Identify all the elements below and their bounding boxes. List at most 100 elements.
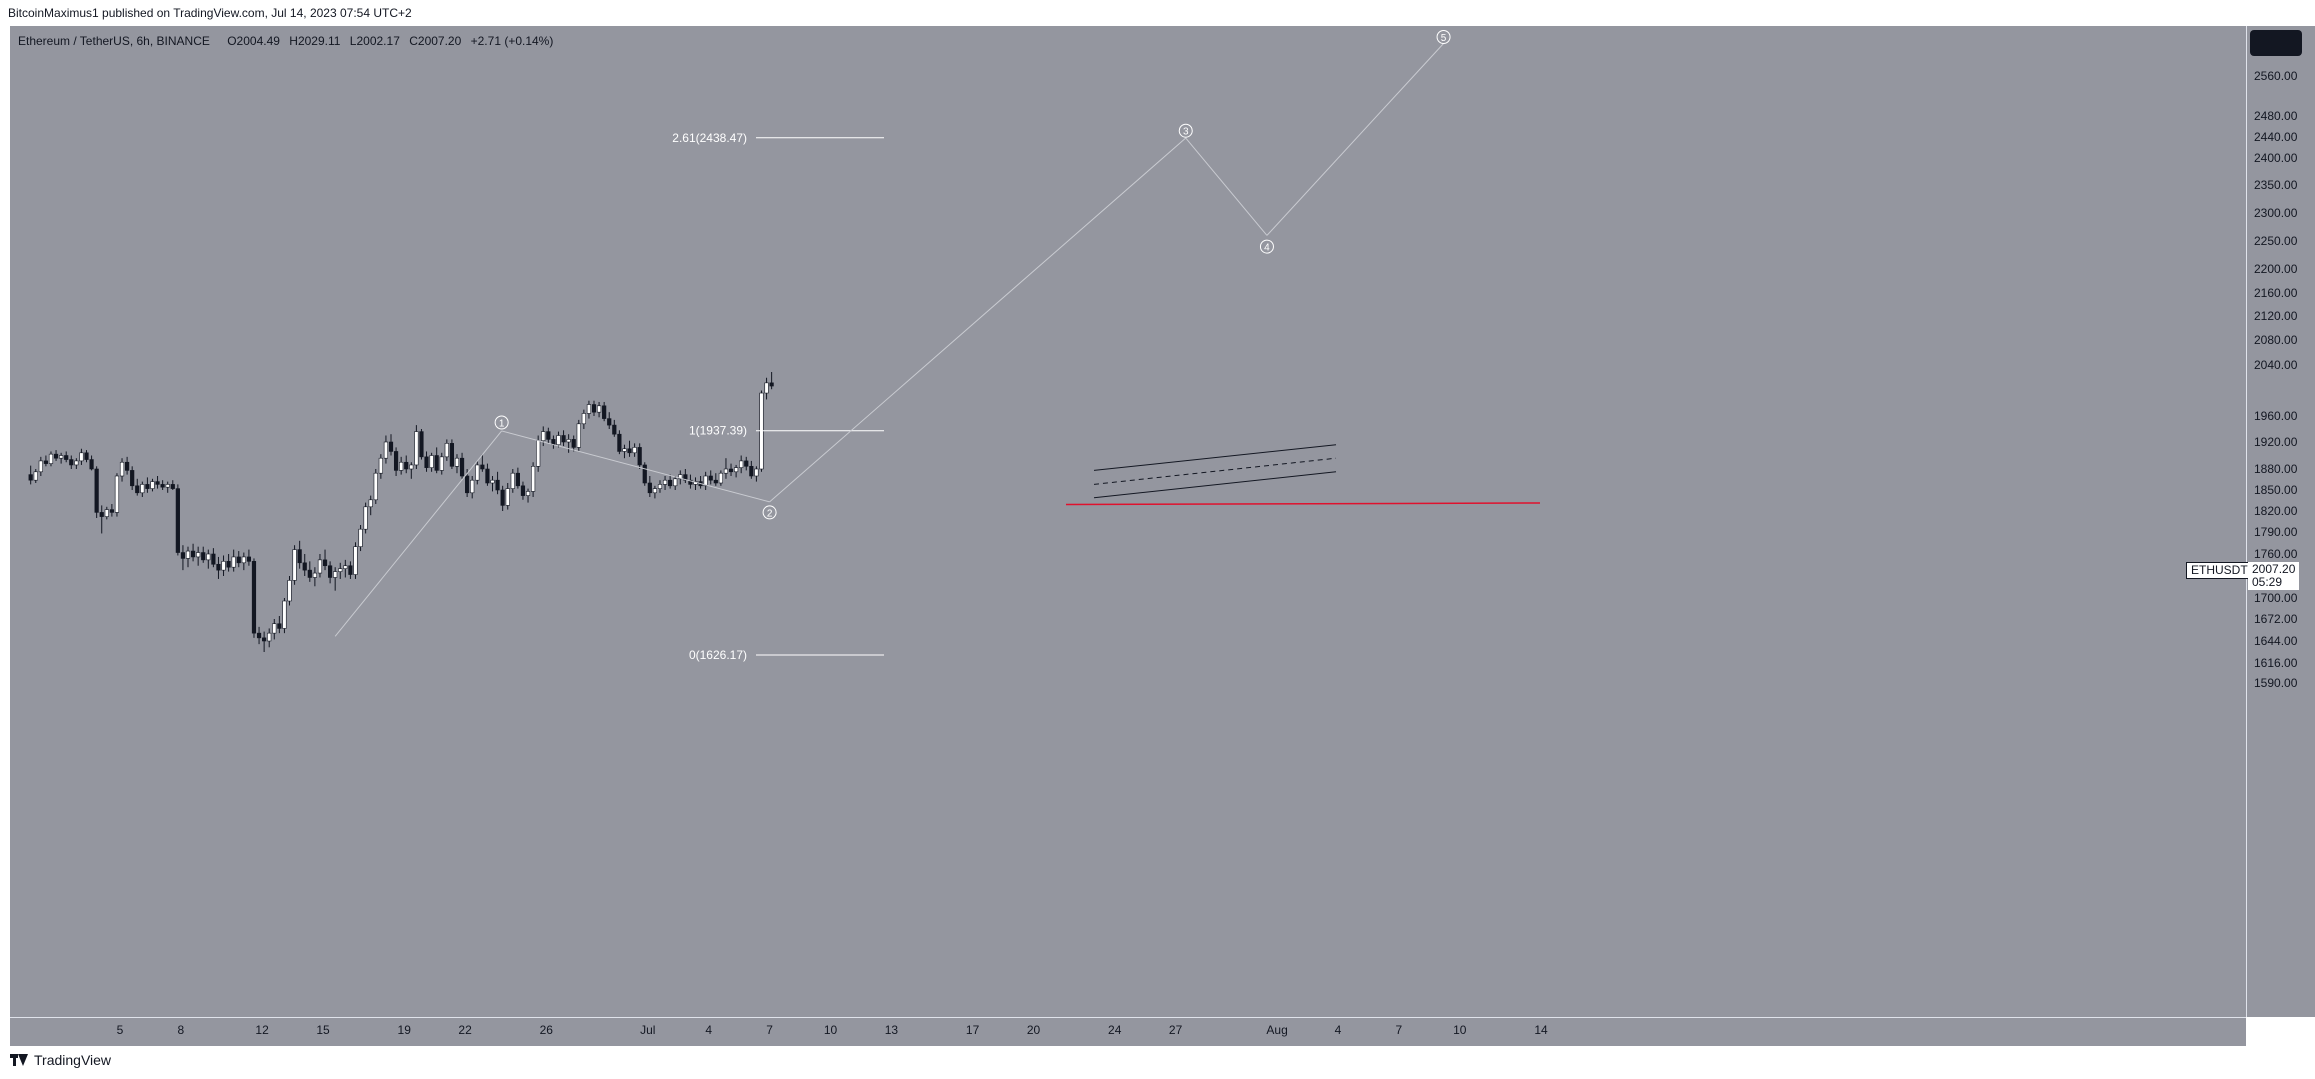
candle-bull: [525, 491, 531, 496]
candle-bear: [515, 472, 520, 487]
candle-bear: [201, 552, 206, 561]
candle-bull: [33, 471, 38, 481]
candle-bull: [556, 435, 561, 445]
candle-bull: [531, 465, 536, 492]
candle-bull: [231, 556, 236, 568]
candle-bear: [688, 479, 693, 485]
candle-bear: [546, 431, 551, 440]
candle-bear: [277, 623, 282, 629]
candle-bear: [627, 448, 632, 454]
wave-segment: [501, 430, 770, 503]
candle-bear: [89, 459, 94, 470]
x-tick-label: 20: [1027, 1023, 1041, 1037]
candle-bull: [454, 457, 460, 467]
brand-text: TradingView: [34, 1052, 112, 1068]
candle-bear: [617, 433, 622, 452]
wave-label-circle: [1436, 30, 1451, 44]
candle-bull: [38, 460, 43, 473]
x-tick-label: 7: [1396, 1023, 1403, 1037]
candle-bull: [119, 461, 125, 477]
candle-bear: [94, 468, 99, 513]
candle-bear: [251, 561, 257, 634]
y-tick-label: 1760.00: [2254, 547, 2298, 561]
candle-bull: [662, 479, 668, 485]
candle-bull: [718, 472, 723, 484]
high-label: H: [289, 34, 298, 48]
y-tick-label: 1590.00: [2254, 676, 2298, 690]
chart-legend: Ethereum / TetherUS, 6h, BINANCE O2004.4…: [18, 34, 553, 48]
channel-mid: [1093, 457, 1337, 485]
candle-bear: [520, 485, 526, 496]
candle-bear: [190, 550, 196, 558]
x-tick-label: 10: [824, 1023, 838, 1037]
wave-segment: [334, 430, 503, 637]
candle-bull: [358, 528, 363, 547]
wave-label: 1: [499, 419, 505, 430]
y-tick-label: 2040.00: [2254, 358, 2298, 372]
candle-bull: [414, 431, 419, 466]
candle-bear: [125, 461, 130, 471]
x-tick-label: 7: [766, 1023, 773, 1037]
candle-bear: [145, 484, 150, 489]
y-tick-label: 2350.00: [2254, 178, 2298, 192]
time-axis[interactable]: [10, 1017, 2246, 1046]
candle-bull: [734, 467, 739, 473]
candle-bear: [668, 479, 673, 487]
candle-bull: [292, 549, 297, 581]
candle-bear: [571, 439, 576, 448]
candle-bull: [150, 481, 155, 489]
wave-label-circle: [1178, 123, 1193, 138]
candle-bear: [28, 474, 33, 481]
candle-bull: [673, 478, 678, 487]
price-axis-top-button[interactable]: [2250, 30, 2302, 56]
candle-bear: [236, 556, 241, 564]
support-line: [1065, 502, 1541, 506]
candle-bear: [434, 455, 439, 471]
candle-bull: [378, 457, 383, 474]
fib-level-label: 0(1626.17): [689, 648, 747, 662]
candle-bull: [703, 475, 708, 487]
candle-bear: [226, 561, 231, 568]
footer-brand[interactable]: TradingView: [10, 1052, 111, 1068]
candle-bull: [48, 453, 54, 464]
candle-bear: [246, 556, 252, 562]
y-tick-label: 1960.00: [2254, 409, 2298, 423]
candle-bull: [287, 580, 292, 602]
x-tick-label: 13: [885, 1023, 899, 1037]
candle-bear: [424, 456, 429, 468]
candle-bear: [495, 479, 500, 491]
candle-bull: [368, 499, 373, 508]
chart-pane[interactable]: [10, 26, 2246, 1017]
candle-bull: [566, 439, 571, 443]
candle-bull: [241, 556, 246, 564]
candle-bear: [728, 468, 734, 473]
y-tick-label: 1850.00: [2254, 483, 2298, 497]
close-label: C: [409, 34, 418, 48]
candle-bear: [683, 474, 688, 481]
price-axis[interactable]: [2246, 26, 2315, 1017]
low-value: 2002.17: [356, 34, 400, 48]
bar-countdown: 05:29: [2252, 575, 2283, 589]
y-tick-label: 1644.00: [2254, 634, 2298, 648]
candle-bull: [104, 509, 109, 517]
x-tick-label: 4: [1335, 1023, 1342, 1037]
candle-bear: [297, 549, 302, 564]
x-tick-label: 8: [178, 1023, 185, 1037]
y-tick-label: 2200.00: [2254, 262, 2298, 276]
x-tick-label: 4: [705, 1023, 712, 1037]
candle-bull: [343, 565, 348, 569]
x-tick-label: 19: [398, 1023, 412, 1037]
y-tick-label: 2300.00: [2254, 206, 2298, 220]
y-tick-label: 2480.00: [2254, 109, 2298, 123]
wave-label: 3: [1183, 127, 1189, 138]
candle-bull: [206, 553, 211, 561]
candle-bear: [769, 382, 774, 387]
y-tick-label: 1790.00: [2254, 525, 2298, 539]
current-price-tag: 2007.20 05:29: [2248, 562, 2300, 590]
y-tick-label: 2560.00: [2254, 69, 2298, 83]
wave-label: 5: [1441, 33, 1447, 44]
candle-bull: [185, 550, 191, 559]
candle-bull: [317, 559, 323, 574]
wave-label: 4: [1264, 243, 1270, 254]
candle-bear: [348, 565, 353, 575]
